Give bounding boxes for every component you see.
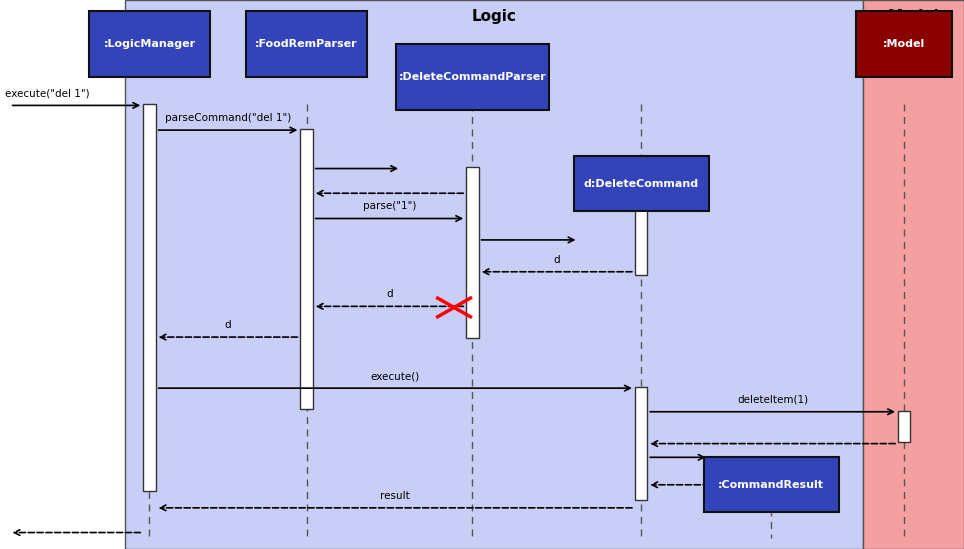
Text: :Model: :Model xyxy=(883,39,925,49)
Text: execute("del 1"): execute("del 1") xyxy=(5,88,90,98)
Text: Model: Model xyxy=(888,9,939,24)
FancyBboxPatch shape xyxy=(301,129,312,409)
FancyBboxPatch shape xyxy=(574,156,709,211)
Text: deleteItem(1): deleteItem(1) xyxy=(737,395,808,405)
Text: :LogicManager: :LogicManager xyxy=(103,39,196,49)
Text: :DeleteCommandParser: :DeleteCommandParser xyxy=(398,72,547,82)
FancyBboxPatch shape xyxy=(247,11,366,77)
FancyBboxPatch shape xyxy=(856,11,952,77)
FancyBboxPatch shape xyxy=(898,411,910,442)
Text: parse("1"): parse("1") xyxy=(362,201,416,211)
Text: d: d xyxy=(553,255,560,265)
Text: d: d xyxy=(387,289,392,299)
FancyBboxPatch shape xyxy=(143,104,156,491)
FancyBboxPatch shape xyxy=(635,203,648,274)
Text: result: result xyxy=(381,491,410,501)
FancyBboxPatch shape xyxy=(396,44,549,110)
Text: Logic: Logic xyxy=(471,9,517,24)
FancyBboxPatch shape xyxy=(89,11,210,77)
Text: execute(): execute() xyxy=(370,371,420,381)
Text: :FoodRemParser: :FoodRemParser xyxy=(255,39,358,49)
Bar xyxy=(125,0,863,549)
FancyBboxPatch shape xyxy=(765,457,778,484)
Text: parseCommand("del 1"): parseCommand("del 1") xyxy=(165,113,291,123)
Text: d: d xyxy=(225,320,231,330)
Text: :CommandResult: :CommandResult xyxy=(718,480,824,490)
FancyBboxPatch shape xyxy=(704,457,839,512)
Text: d:DeleteCommand: d:DeleteCommand xyxy=(583,179,699,189)
FancyBboxPatch shape xyxy=(635,387,648,500)
FancyBboxPatch shape xyxy=(467,167,478,338)
Bar xyxy=(863,0,964,549)
